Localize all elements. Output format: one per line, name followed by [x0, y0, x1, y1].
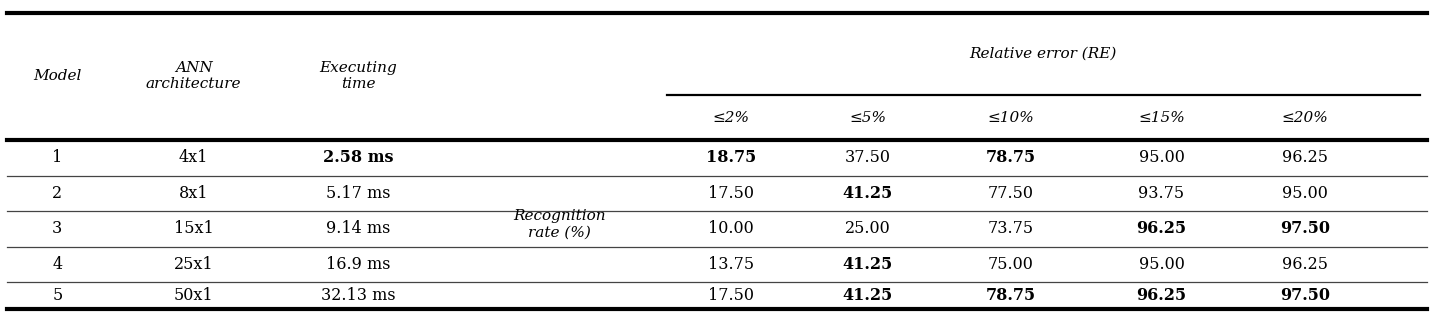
Text: ≤20%: ≤20% [1282, 111, 1328, 125]
Text: 93.75: 93.75 [1139, 185, 1184, 202]
Text: 73.75: 73.75 [988, 220, 1034, 238]
Text: 13.75: 13.75 [708, 256, 754, 273]
Text: Model: Model [33, 69, 82, 83]
Text: 15x1: 15x1 [174, 220, 214, 238]
Text: ≤10%: ≤10% [988, 111, 1034, 125]
Text: 4x1: 4x1 [179, 149, 208, 166]
Text: 17.50: 17.50 [708, 287, 754, 304]
Text: 97.50: 97.50 [1281, 220, 1329, 238]
Text: 41.25: 41.25 [842, 256, 893, 273]
Text: 96.25: 96.25 [1282, 256, 1328, 273]
Text: 10.00: 10.00 [708, 220, 754, 238]
Text: 95.00: 95.00 [1139, 149, 1184, 166]
Text: 50x1: 50x1 [174, 287, 214, 304]
Text: 41.25: 41.25 [842, 287, 893, 304]
Text: 2.58 ms: 2.58 ms [323, 149, 394, 166]
Text: ≤15%: ≤15% [1139, 111, 1184, 125]
Text: 97.50: 97.50 [1281, 287, 1329, 304]
Text: ≤5%: ≤5% [849, 111, 886, 125]
Text: 3: 3 [52, 220, 63, 238]
Text: ANN
architecture: ANN architecture [146, 61, 241, 91]
Text: 78.75: 78.75 [987, 149, 1035, 166]
Text: Executing
time: Executing time [320, 61, 397, 91]
Text: 78.75: 78.75 [987, 287, 1035, 304]
Text: 96.25: 96.25 [1137, 220, 1186, 238]
Text: ≤2%: ≤2% [713, 111, 750, 125]
Text: 16.9 ms: 16.9 ms [327, 256, 390, 273]
Text: 4: 4 [52, 256, 63, 273]
Text: Recognition
rate (%): Recognition rate (%) [513, 210, 605, 239]
Text: 25.00: 25.00 [845, 220, 891, 238]
Text: 9.14 ms: 9.14 ms [327, 220, 390, 238]
Text: 77.50: 77.50 [988, 185, 1034, 202]
Text: 75.00: 75.00 [988, 256, 1034, 273]
Text: 5: 5 [52, 287, 63, 304]
Text: 1: 1 [52, 149, 63, 166]
Text: 2: 2 [52, 185, 63, 202]
Text: 37.50: 37.50 [845, 149, 891, 166]
Text: 8x1: 8x1 [179, 185, 208, 202]
Text: 17.50: 17.50 [708, 185, 754, 202]
Text: 25x1: 25x1 [174, 256, 214, 273]
Text: 5.17 ms: 5.17 ms [327, 185, 390, 202]
Text: 18.75: 18.75 [706, 149, 757, 166]
Text: 95.00: 95.00 [1139, 256, 1184, 273]
Text: 96.25: 96.25 [1137, 287, 1186, 304]
Text: 32.13 ms: 32.13 ms [321, 287, 396, 304]
Text: Relative error (RE): Relative error (RE) [969, 47, 1117, 61]
Text: 41.25: 41.25 [842, 185, 893, 202]
Text: 95.00: 95.00 [1282, 185, 1328, 202]
Text: 96.25: 96.25 [1282, 149, 1328, 166]
